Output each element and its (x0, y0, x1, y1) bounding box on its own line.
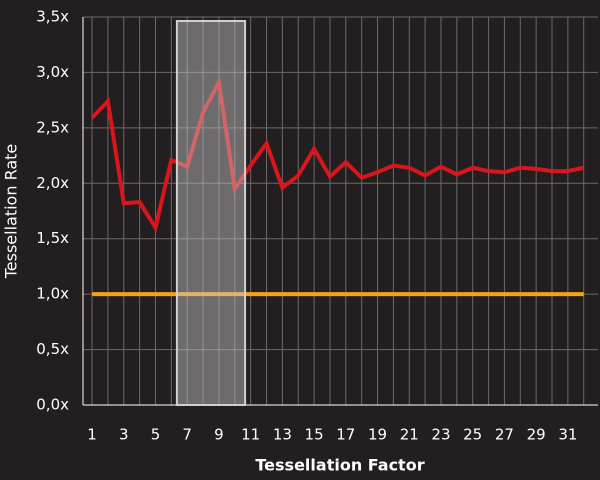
x-tick-label: 1 (87, 426, 97, 444)
y-axis-label: Tessellation Rate (2, 144, 21, 280)
x-axis-label: Tessellation Factor (255, 456, 424, 475)
x-tick-label: 31 (558, 426, 577, 444)
y-tick-label: 2,5x (36, 118, 69, 136)
y-tick-label: 1,0x (36, 285, 69, 303)
x-tick-label: 15 (305, 426, 324, 444)
x-tick-label: 25 (463, 426, 482, 444)
x-tick-label: 21 (400, 426, 419, 444)
x-tick-label: 7 (182, 426, 192, 444)
x-tick-label: 3 (119, 426, 129, 444)
highlight-region (175, 20, 247, 406)
x-tick-label: 19 (368, 426, 387, 444)
y-tick-label: 0,0x (36, 396, 69, 414)
y-tick-label: 1,5x (36, 229, 69, 247)
x-tick-label: 11 (241, 426, 260, 444)
x-tick-label: 9 (214, 426, 224, 444)
x-tick-label: 23 (431, 426, 450, 444)
y-tick-label: 3,0x (36, 63, 69, 81)
x-tick-label: 13 (273, 426, 292, 444)
x-tick-label: 29 (527, 426, 546, 444)
series-line (90, 76, 585, 233)
y-tick-label: 3,5x (36, 8, 69, 26)
y-tick-label: 0,5x (36, 340, 69, 358)
x-tick-label: 17 (336, 426, 355, 444)
x-tick-label: 5 (151, 426, 161, 444)
x-tick-label: 27 (495, 426, 514, 444)
y-tick-label: 2,0x (36, 174, 69, 192)
